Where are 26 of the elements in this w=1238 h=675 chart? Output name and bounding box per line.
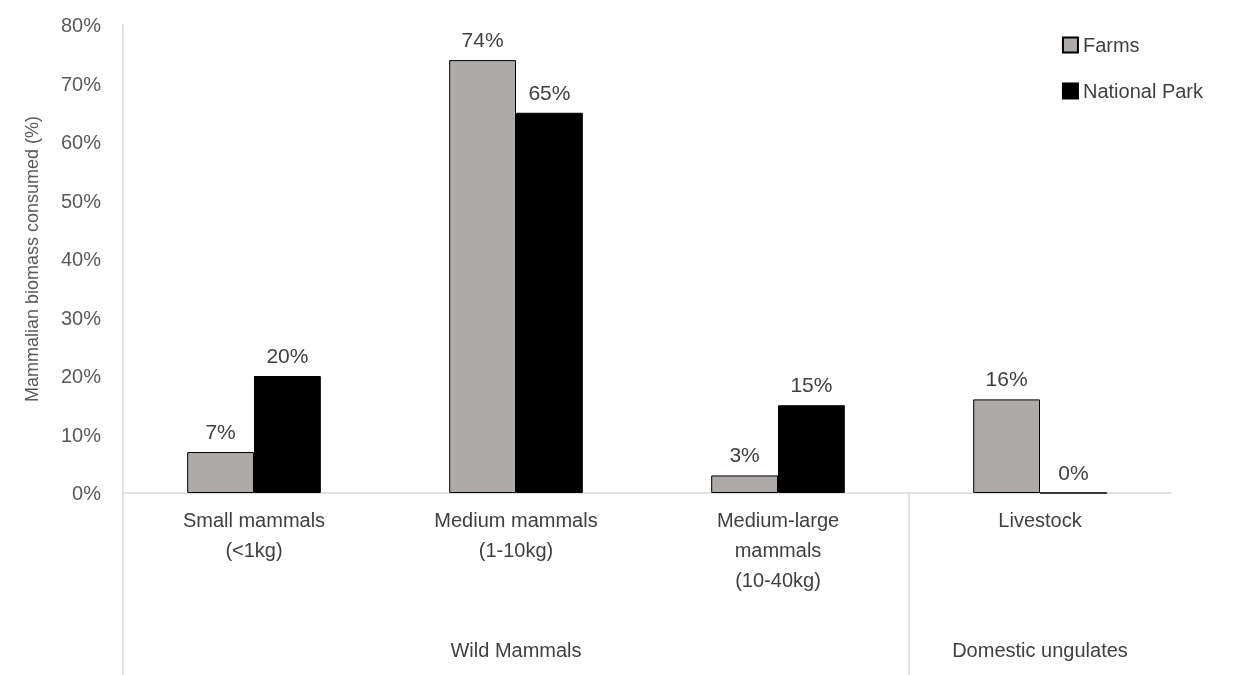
y-tick-label: 80% xyxy=(60,14,102,36)
data-label: 16% xyxy=(985,367,1028,391)
data-label: 65% xyxy=(528,80,571,104)
x-tick-label: Medium mammals (1-10kg) xyxy=(434,509,598,561)
y-tick-label: 30% xyxy=(60,306,102,329)
data-label: 0% xyxy=(1058,460,1089,484)
legend-label: National Park xyxy=(1082,80,1204,102)
data-label: 20% xyxy=(266,344,309,367)
y-tick-label: 10% xyxy=(60,423,102,446)
y-tick-label: 40% xyxy=(60,248,102,270)
x-tick-label: Livestock xyxy=(998,509,1083,531)
y-tick-label: 60% xyxy=(60,131,102,153)
y-axis-title: Mammalian biomass consumed (%) xyxy=(22,115,42,403)
text: Domestic ungulates xyxy=(952,639,1128,661)
y-tick-label: 20% xyxy=(60,365,102,387)
text: Wild Mammals xyxy=(450,639,582,661)
data-label: 7% xyxy=(205,420,236,444)
y-tick-label: 70% xyxy=(60,72,102,95)
legend-label: Farms xyxy=(1082,34,1140,56)
data-label: 74% xyxy=(461,28,504,52)
data-label: 3% xyxy=(729,443,760,467)
data-label: 15% xyxy=(790,373,833,397)
x-tick-label: Medium-large mammals (10-40kg) xyxy=(716,509,840,591)
y-tick-label: 50% xyxy=(60,189,102,212)
x-tick-label: Small mammals (<1kg) xyxy=(182,509,326,561)
y-tick-label: 0% xyxy=(72,482,102,504)
